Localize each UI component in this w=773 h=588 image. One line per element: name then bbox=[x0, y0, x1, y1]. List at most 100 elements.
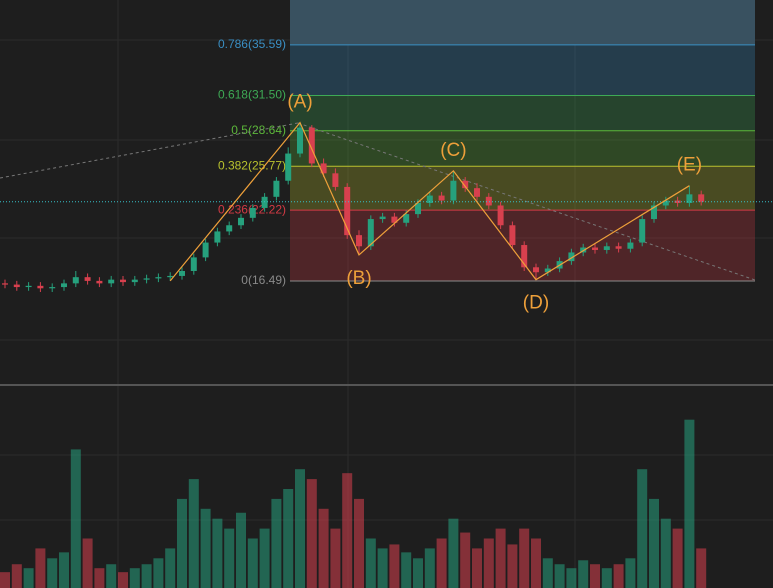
volume-bar bbox=[613, 564, 624, 588]
volume-panel bbox=[0, 419, 707, 588]
fib-band bbox=[290, 0, 755, 45]
volume-bar bbox=[236, 512, 246, 588]
candle-body bbox=[533, 267, 539, 273]
candle-body bbox=[25, 285, 32, 288]
candle-body bbox=[297, 127, 303, 154]
candle-body bbox=[627, 242, 634, 249]
candle-body bbox=[190, 257, 197, 271]
volume-bar bbox=[696, 548, 707, 588]
volume-bar bbox=[94, 568, 105, 588]
volume-bar bbox=[342, 473, 353, 588]
candles bbox=[0, 122, 773, 293]
fib-label: 0.382(25.77) bbox=[218, 158, 286, 172]
wave-label: (B) bbox=[346, 268, 371, 289]
volume-bar bbox=[0, 572, 10, 588]
candle-body bbox=[403, 214, 410, 223]
volume-bar bbox=[519, 528, 530, 588]
volume-bar bbox=[11, 564, 22, 588]
candle-body bbox=[285, 153, 292, 181]
fib-label: 0.786(35.59) bbox=[218, 37, 286, 51]
wave-label: (C) bbox=[440, 140, 466, 161]
candle-body bbox=[131, 279, 138, 283]
volume-bar bbox=[153, 558, 164, 588]
wave-line bbox=[169, 121, 690, 282]
candle-body bbox=[438, 195, 445, 201]
candle-body bbox=[603, 246, 610, 250]
volume-bar bbox=[47, 558, 58, 588]
volume-bar bbox=[507, 544, 518, 588]
volume-bar bbox=[106, 564, 117, 588]
volume-bar bbox=[23, 568, 34, 588]
volume-bar bbox=[448, 518, 459, 588]
candle-body bbox=[521, 245, 528, 268]
volume-bar bbox=[188, 479, 199, 588]
wave-label: (A) bbox=[287, 92, 312, 113]
volume-bar bbox=[224, 528, 235, 588]
trend-line bbox=[0, 122, 299, 179]
candle-body bbox=[120, 279, 126, 283]
volume-bar bbox=[625, 558, 636, 588]
candle-body bbox=[686, 194, 693, 203]
volume-bar bbox=[637, 469, 648, 588]
volume-bar bbox=[165, 548, 176, 588]
candle-body bbox=[474, 188, 480, 197]
volume-bar bbox=[401, 552, 412, 588]
volume-bar bbox=[70, 449, 81, 588]
volume-bar bbox=[649, 498, 659, 588]
volume-bar bbox=[601, 568, 612, 588]
candle-body bbox=[426, 195, 433, 203]
volume-bar bbox=[330, 528, 341, 588]
candle-body bbox=[356, 235, 362, 247]
volume-bar bbox=[531, 538, 541, 588]
volume-bar bbox=[554, 564, 565, 588]
volume-bar bbox=[259, 528, 270, 588]
volume-bar bbox=[483, 538, 494, 588]
candle-body bbox=[391, 216, 398, 223]
candle-body bbox=[84, 277, 91, 281]
candle-body bbox=[662, 200, 669, 206]
candle-body bbox=[332, 173, 339, 187]
volume-bar bbox=[129, 568, 140, 588]
fib-top-band bbox=[290, 0, 755, 45]
volume-bar bbox=[177, 498, 187, 588]
candle-body bbox=[497, 205, 504, 226]
volume-bar bbox=[413, 558, 423, 588]
volume-bar bbox=[365, 538, 376, 588]
volume-bar bbox=[684, 419, 695, 588]
volume-bar bbox=[318, 508, 329, 588]
wave: (A) (B) (C) (D) (E) bbox=[169, 92, 702, 314]
candle-body bbox=[179, 270, 185, 276]
candle-body bbox=[415, 202, 421, 215]
candle-body bbox=[143, 278, 150, 280]
candle-body bbox=[273, 180, 280, 197]
candle-body bbox=[651, 205, 657, 220]
trend-line bbox=[297, 122, 756, 281]
volume-bar bbox=[424, 548, 435, 588]
volume-bar bbox=[247, 538, 258, 588]
candle-body bbox=[155, 277, 162, 279]
volume-bar bbox=[590, 564, 600, 588]
volume-bar bbox=[472, 548, 482, 588]
volume-bar bbox=[542, 558, 553, 588]
candle-body bbox=[379, 216, 386, 220]
volume-bar bbox=[200, 508, 211, 588]
volume-bar bbox=[354, 498, 364, 588]
candle-body bbox=[238, 217, 244, 226]
candle-body bbox=[639, 219, 646, 243]
candle-body bbox=[592, 247, 598, 250]
candle-body bbox=[462, 180, 469, 189]
candle-body bbox=[108, 279, 115, 284]
candle-body bbox=[61, 283, 67, 288]
wave-label: (D) bbox=[523, 293, 549, 314]
candle-body bbox=[544, 268, 551, 273]
candle-body bbox=[698, 194, 705, 202]
candle-body bbox=[167, 275, 174, 278]
candle-body bbox=[485, 196, 492, 206]
candle-body bbox=[72, 277, 79, 284]
fib-band bbox=[290, 44, 755, 96]
candle-body bbox=[2, 283, 8, 285]
candle-body bbox=[202, 242, 209, 258]
volume-bar bbox=[389, 544, 400, 588]
